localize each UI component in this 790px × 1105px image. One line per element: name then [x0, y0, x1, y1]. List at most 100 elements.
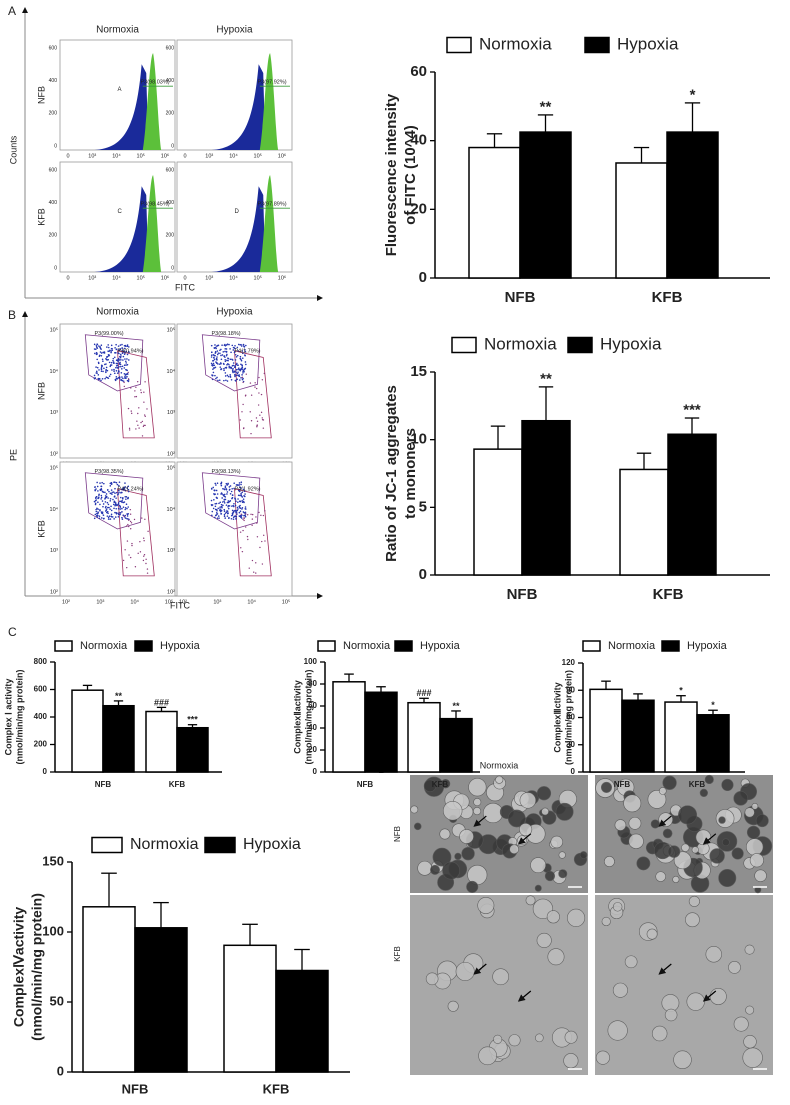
event-dot: [214, 516, 216, 519]
event-dot: [136, 381, 139, 383]
event-dot: [122, 506, 125, 508]
event-dot: [143, 555, 145, 557]
event-dot: [210, 362, 213, 365]
event-dot: [99, 489, 102, 491]
event-dot: [224, 360, 227, 363]
event-dot: [106, 369, 109, 372]
event-dot: [141, 517, 143, 519]
event-dot: [142, 559, 145, 562]
gate-p3: [84, 472, 144, 530]
x-tick-label: KFB: [169, 780, 186, 789]
event-dot: [97, 361, 100, 364]
event-dot: [233, 371, 236, 373]
event-dot: [250, 394, 253, 396]
panel-label: C: [8, 625, 17, 639]
event-dot: [119, 508, 122, 510]
event-dot: [125, 368, 127, 371]
tem-organelle: [662, 828, 673, 839]
event-dot: [110, 492, 112, 495]
event-dot: [96, 358, 98, 361]
y-axis-label: PE: [8, 449, 18, 461]
event-dot: [258, 392, 260, 394]
event-dot: [100, 352, 103, 354]
event-dot: [227, 505, 229, 508]
tem-organelle: [722, 838, 730, 847]
event-dot: [113, 370, 115, 372]
event-dot: [119, 365, 122, 368]
event-dot: [135, 386, 137, 388]
event-dot: [232, 367, 234, 370]
gate-label: P3(97.89%): [258, 201, 287, 207]
gate-label: P3(98.45%): [141, 201, 170, 207]
event-dot: [222, 362, 225, 365]
event-dot: [243, 345, 245, 348]
event-dot: [239, 510, 242, 512]
event-dot: [95, 370, 98, 373]
legend-swatch: [582, 640, 601, 652]
event-dot: [127, 518, 129, 520]
y-tick-label: 200: [166, 233, 175, 239]
event-dot: [97, 374, 100, 376]
tem-organelle: [536, 786, 552, 801]
y-axis-label: ComplexⅣactivity: [11, 907, 27, 1028]
event-dot: [125, 350, 127, 353]
event-dot: [120, 355, 122, 357]
y-axis-label: (nmol/min/mg protein): [14, 670, 24, 765]
event-dot: [232, 364, 235, 367]
event-dot: [140, 389, 142, 391]
y-tick-label: 0: [57, 1063, 64, 1078]
y-axis-label: (nmol/min/mg protein): [29, 893, 45, 1041]
event-dot: [102, 360, 104, 363]
event-dot: [224, 366, 227, 369]
event-dot: [217, 344, 220, 347]
event-dot: [237, 508, 239, 510]
legend-swatch: [317, 640, 336, 652]
x-tick-label: 10⁵: [137, 152, 145, 159]
event-dot: [229, 492, 232, 495]
event-dot: [110, 515, 113, 518]
event-dot: [226, 493, 228, 495]
significance-label: **: [115, 691, 123, 701]
tem-organelle: [607, 1020, 628, 1041]
event-dot: [114, 487, 116, 490]
event-dot: [101, 365, 104, 367]
significance-label: ***: [187, 715, 198, 725]
event-dot: [94, 502, 97, 505]
event-dot: [216, 376, 218, 379]
event-dot: [236, 354, 239, 357]
y-tick-label: 600: [49, 167, 58, 173]
event-dot: [243, 517, 245, 519]
event-dot: [115, 502, 117, 504]
event-dot: [229, 485, 232, 487]
event-dot: [224, 375, 227, 377]
event-dot: [210, 488, 213, 490]
event-dot: [214, 505, 217, 508]
event-dot: [250, 420, 253, 422]
event-dot: [123, 385, 126, 388]
histogram-green: [259, 175, 279, 272]
event-dot: [126, 375, 128, 378]
event-dot: [114, 379, 117, 382]
tem-organelle: [432, 847, 452, 867]
column-header: Normoxia: [96, 307, 139, 318]
event-dot: [217, 507, 220, 510]
tem-organelle: [612, 982, 628, 998]
event-dot: [210, 499, 213, 502]
row-label: KFB: [36, 520, 46, 538]
event-dot: [220, 509, 222, 511]
event-dot: [122, 514, 125, 517]
tem-organelle: [478, 1046, 497, 1066]
tem-organelle: [477, 897, 495, 914]
event-dot: [118, 489, 120, 492]
event-dot: [212, 507, 215, 510]
event-dot: [237, 494, 240, 497]
x-tick-label: 0: [183, 153, 186, 159]
event-dot: [120, 491, 123, 494]
event-dot: [123, 344, 126, 347]
y-axis-label: ComplexⅢctivity: [552, 682, 562, 752]
event-dot: [117, 515, 120, 518]
event-dot: [104, 491, 106, 494]
event-dot: [220, 503, 223, 506]
event-dot: [219, 349, 221, 352]
y-tick-label: 0: [419, 269, 427, 286]
